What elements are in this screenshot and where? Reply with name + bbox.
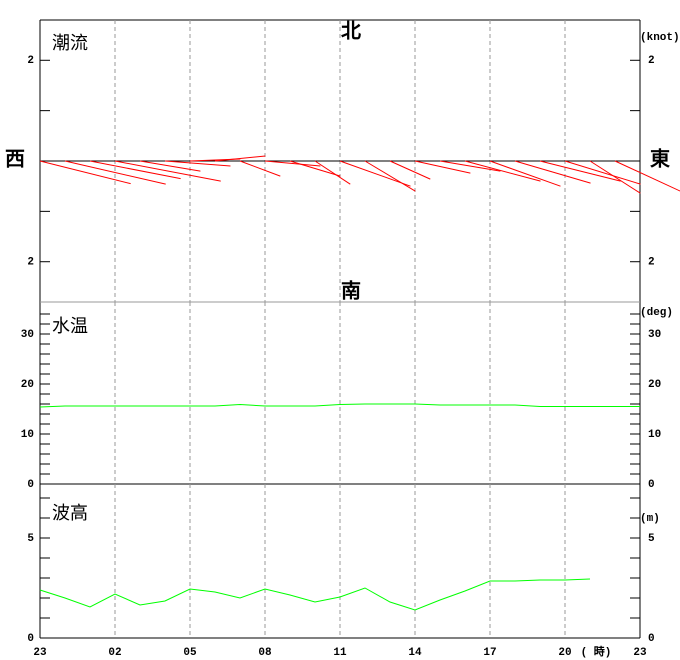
north-label: 北 bbox=[341, 19, 361, 43]
current-vector bbox=[139, 160, 201, 172]
current-vector bbox=[114, 160, 221, 182]
y-tick-label: 20 bbox=[21, 379, 34, 391]
x-tick-label: 05 bbox=[183, 647, 197, 659]
data-line bbox=[39, 403, 640, 408]
y-tick-label: 2 bbox=[27, 257, 34, 269]
x-tick-label: 23 bbox=[33, 647, 47, 659]
y-tick-label: 5 bbox=[27, 533, 34, 545]
x-tick-label: 02 bbox=[108, 647, 121, 659]
panel-title: 潮流 bbox=[52, 33, 88, 54]
y-tick-label: 30 bbox=[21, 329, 34, 341]
current-vector bbox=[614, 160, 680, 192]
unit-label: (knot) bbox=[640, 32, 680, 44]
y-tick-label: 0 bbox=[27, 633, 34, 645]
current-vector bbox=[239, 160, 281, 177]
y-tick-label: 30 bbox=[648, 329, 661, 341]
current-vector bbox=[589, 160, 641, 194]
current-vector bbox=[339, 160, 411, 187]
x-tick-label: 14 bbox=[408, 647, 422, 659]
y-tick-label: 0 bbox=[27, 479, 34, 491]
x-tick-label: 08 bbox=[258, 647, 272, 659]
current-vector bbox=[514, 160, 591, 184]
x-tick-label: 23 bbox=[633, 647, 647, 659]
data-line bbox=[39, 578, 591, 611]
east-label: 東 bbox=[650, 147, 670, 171]
current-vector bbox=[64, 160, 166, 185]
y-tick-label: 10 bbox=[648, 429, 661, 441]
current-vector bbox=[314, 160, 351, 185]
south-label: 南 bbox=[341, 279, 361, 303]
y-tick-label: 0 bbox=[648, 479, 655, 491]
current-vector bbox=[364, 160, 416, 192]
y-tick-label: 5 bbox=[648, 533, 655, 545]
west-label: 西 bbox=[5, 147, 25, 171]
current-vector bbox=[89, 160, 181, 180]
unit-label: (m) bbox=[640, 513, 660, 525]
panel-title: 水温 bbox=[52, 316, 88, 337]
y-tick-label: 2 bbox=[648, 257, 655, 269]
y-tick-label: 2 bbox=[27, 55, 34, 67]
current-vector bbox=[539, 160, 621, 182]
current-vector bbox=[214, 155, 266, 162]
y-tick-label: 10 bbox=[21, 429, 34, 441]
x-tick-label: 17 bbox=[483, 647, 496, 659]
current-vector bbox=[164, 160, 231, 167]
current-vector bbox=[464, 160, 541, 182]
current-vector bbox=[39, 160, 131, 185]
x-tick-label: 20 bbox=[558, 647, 571, 659]
current-vector bbox=[264, 160, 321, 167]
current-vector bbox=[439, 160, 501, 172]
current-vector bbox=[389, 160, 431, 180]
x-axis-label: ( 時) bbox=[581, 644, 612, 659]
panel-title: 波高 bbox=[52, 503, 88, 524]
current-vector bbox=[489, 160, 561, 187]
y-tick-label: 0 bbox=[648, 633, 655, 645]
current-vector bbox=[414, 160, 471, 174]
current-vector bbox=[289, 160, 341, 177]
y-tick-label: 20 bbox=[648, 379, 661, 391]
x-tick-label: 11 bbox=[333, 647, 347, 659]
current-vector bbox=[564, 160, 641, 185]
y-tick-label: 2 bbox=[648, 55, 655, 67]
unit-label: (deg) bbox=[640, 307, 673, 319]
